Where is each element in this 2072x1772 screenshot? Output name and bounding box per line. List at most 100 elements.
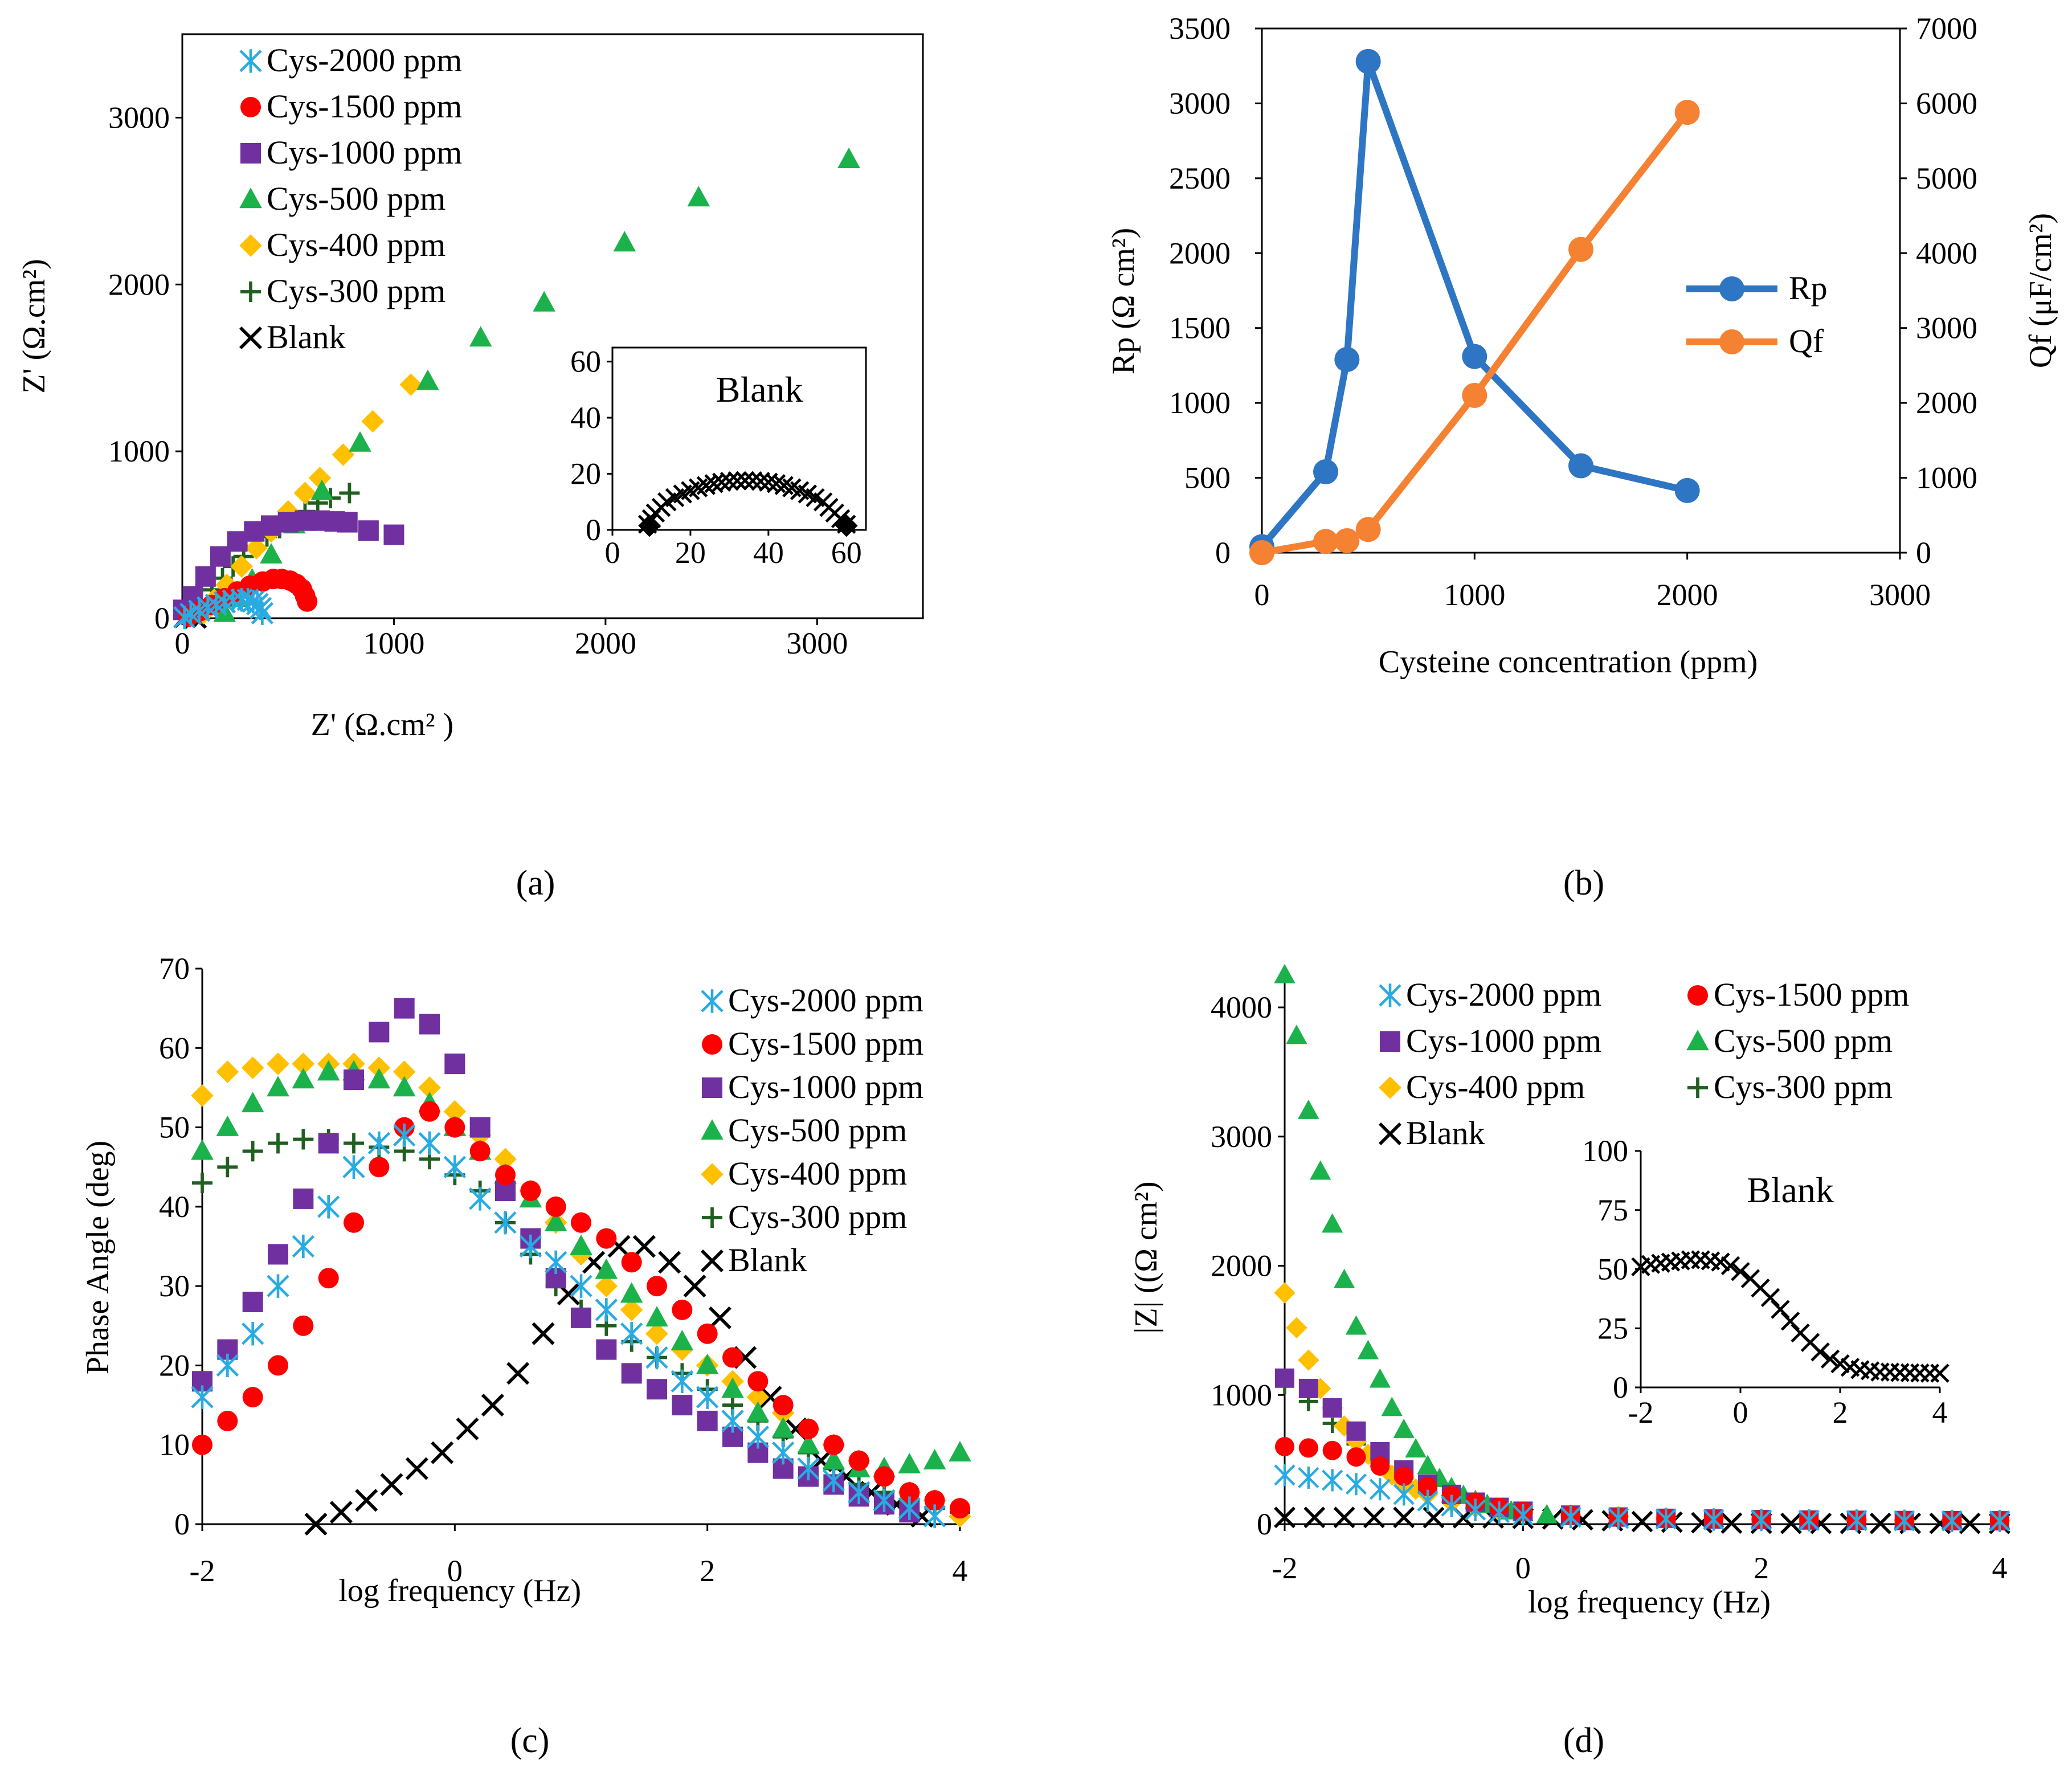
y-tick-label: 0	[1215, 536, 1231, 570]
data-point	[1989, 1509, 2010, 1532]
data-point	[823, 1434, 844, 1455]
data-point	[1274, 1282, 1295, 1304]
data-point	[1655, 1508, 1677, 1530]
data-point	[1959, 1512, 1981, 1534]
x-tick-label: -2	[1272, 1551, 1298, 1585]
legend-marker	[239, 187, 262, 209]
data-point	[196, 595, 219, 619]
data-point	[217, 1410, 238, 1431]
legend-item: Cys-1000 ppm	[240, 134, 462, 171]
inset-y-tick-label: 50	[1597, 1252, 1628, 1287]
data-point	[596, 1339, 617, 1360]
panel-b-rp-qf-plot: 0 1000 2000 3000 0 500 1000 1500 2000 2500 3000 350…	[1106, 11, 2058, 680]
x-tick-label: 3000	[786, 626, 848, 660]
data-point	[1357, 1340, 1379, 1359]
data-point	[533, 291, 555, 312]
y-tick-label: 4000	[1211, 990, 1272, 1024]
data-point	[1355, 48, 1381, 74]
data-point	[342, 1155, 365, 1179]
data-point	[367, 1068, 391, 1089]
legend-marker	[701, 1119, 724, 1140]
legend-label: Cys-1000 ppm	[1406, 1022, 1601, 1059]
legend-marker	[1380, 1031, 1400, 1052]
data-point	[358, 520, 379, 541]
data-point	[1303, 1506, 1326, 1529]
y2-axis-title: Qf (μF/cm²)	[2023, 213, 2058, 368]
legend-marker	[240, 281, 261, 302]
legend-marker	[1686, 1030, 1709, 1051]
y2-tick-label: 0	[1916, 536, 1931, 570]
inset-y-tick-label: 60	[570, 345, 601, 379]
data-point	[494, 1148, 517, 1171]
legend-item: Cys-1500 ppm	[1687, 976, 1909, 1013]
data-point	[1608, 1507, 1629, 1530]
data-point	[1560, 1505, 1581, 1529]
data-point	[721, 1409, 744, 1433]
data-point	[532, 1322, 555, 1345]
legend-marker	[1379, 1076, 1401, 1099]
inset-y-tick-label: 40	[570, 401, 601, 435]
data-point	[361, 410, 385, 433]
data-point	[293, 1188, 314, 1209]
x-tick-label: 4	[953, 1554, 968, 1588]
data-point	[329, 1501, 353, 1524]
data-point	[1274, 1506, 1295, 1529]
legend-item: Cys-300 ppm	[1687, 1068, 1893, 1105]
y-tick-label: 2500	[1169, 161, 1231, 195]
y2-tick-label: 1000	[1916, 461, 1977, 495]
data-point	[1393, 1506, 1415, 1529]
caption-b: (b)	[1563, 864, 1604, 903]
y-tick-label: 2000	[108, 267, 170, 301]
x-axis-title: log frequency (Hz)	[338, 1573, 581, 1608]
inset-y-tick-label: 20	[570, 457, 601, 491]
data-point	[1631, 1510, 1653, 1533]
data-point	[456, 1417, 479, 1440]
data-point	[292, 1052, 315, 1075]
data-point	[773, 1395, 794, 1416]
data-point	[506, 1362, 530, 1385]
series-cys2000	[1274, 1464, 2010, 1532]
data-point	[1798, 1509, 1820, 1532]
inset-point	[720, 472, 739, 491]
legend-label: Cys-500 ppm	[1714, 1022, 1893, 1059]
legend-marker	[1719, 276, 1744, 301]
legend: Cys-2000 ppm Cys-1500 ppm Cys-1000 ppm Cys-…	[1378, 976, 1909, 1152]
data-point	[1298, 1466, 1319, 1489]
data-point	[1674, 100, 1700, 125]
legend-marker	[239, 234, 262, 257]
y2-tick-label: 3000	[1916, 311, 1977, 345]
data-point	[658, 1251, 681, 1274]
y-tick-label: 0	[1257, 1507, 1272, 1541]
inset-x-tick-label: 40	[753, 536, 784, 570]
data-point	[1333, 1268, 1355, 1288]
inset-point	[638, 514, 661, 537]
data-point	[191, 1385, 214, 1409]
data-point	[1322, 1398, 1342, 1418]
data-point	[1405, 1438, 1427, 1457]
y-tick-label: 60	[159, 1031, 190, 1065]
legend-marker	[702, 1077, 722, 1098]
legend-marker	[240, 143, 261, 164]
y-axis-title: Rp (Ω cm²)	[1106, 228, 1141, 374]
legend-label: Blank	[267, 319, 346, 356]
data-point	[822, 1468, 845, 1493]
data-point	[241, 1092, 264, 1113]
data-point	[571, 1212, 591, 1233]
legend-label: Qf	[1789, 322, 1824, 360]
legend: Cys-2000 ppm Cys-1500 ppm Cys-1000 ppm Cys-…	[700, 982, 923, 1279]
y-tick-label: 2000	[1169, 236, 1231, 270]
inset-point	[1930, 1363, 1950, 1383]
data-point	[544, 1211, 567, 1232]
legend-item: Cys-300 ppm	[702, 1198, 907, 1235]
data-point	[399, 373, 422, 396]
data-point	[242, 1387, 263, 1408]
y-tick-label: 0	[154, 601, 170, 635]
data-point	[545, 1250, 567, 1275]
data-point	[349, 431, 371, 452]
x-tick-label: 1000	[363, 626, 424, 660]
legend-marker	[701, 989, 724, 1013]
data-point	[797, 1456, 820, 1481]
data-point	[443, 1100, 467, 1123]
data-point	[696, 1353, 719, 1374]
data-point	[837, 147, 860, 168]
